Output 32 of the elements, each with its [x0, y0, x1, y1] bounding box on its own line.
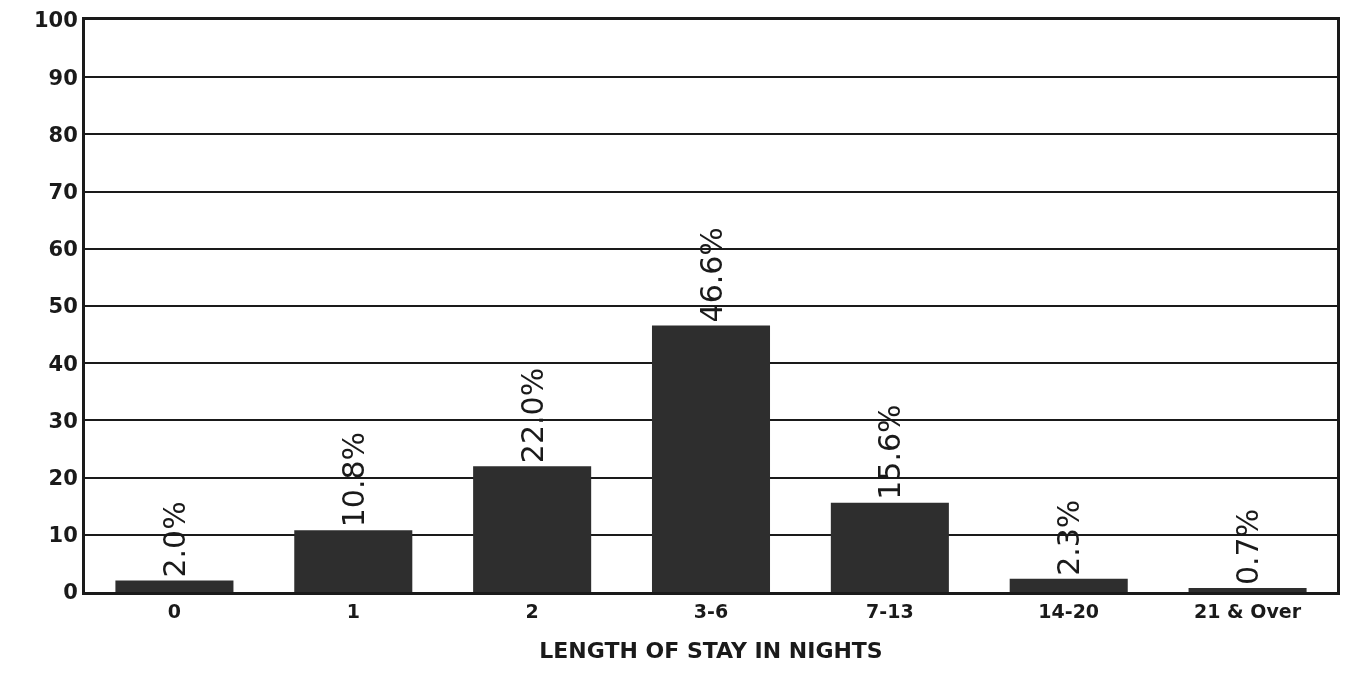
x-axis-title: LENGTH OF STAY IN NIGHTS	[539, 637, 883, 663]
y-tick-label: 70	[48, 179, 78, 204]
bar	[830, 502, 949, 592]
y-tick-label: 0	[63, 580, 78, 605]
y-tick-label: 100	[33, 8, 78, 33]
x-tick-label: 7-13	[866, 599, 914, 622]
x-tick-label: 0	[167, 599, 182, 622]
x-tick-label: 21 & Over	[1194, 599, 1302, 622]
y-tick-label: 60	[48, 237, 78, 262]
data-label: 22.0%	[514, 367, 550, 464]
bar	[1188, 588, 1307, 592]
y-tick-label: 10	[48, 523, 78, 548]
y-tick-label: 50	[48, 294, 78, 319]
y-tick-label: 30	[48, 408, 78, 433]
x-tick-label: 1	[346, 599, 360, 622]
bar	[1009, 578, 1128, 592]
bar	[115, 580, 234, 592]
y-tick-label: 40	[48, 351, 78, 376]
data-label: 10.8%	[335, 431, 371, 528]
bar	[651, 325, 771, 592]
y-tick-label: 20	[48, 465, 78, 490]
bar	[473, 466, 592, 592]
x-tick-label: 2	[525, 599, 539, 622]
x-tick-label: 14-20	[1038, 599, 1100, 622]
data-label: 46.6%	[693, 227, 729, 323]
bar	[294, 530, 413, 592]
x-tick-label: 3-6	[693, 599, 729, 622]
y-tick-label: 80	[48, 122, 78, 147]
data-label: 0.7%	[1230, 508, 1266, 585]
data-label: 15.6%	[872, 404, 908, 500]
data-label: 2.3%	[1051, 499, 1087, 576]
y-tick-label: 90	[48, 65, 78, 90]
